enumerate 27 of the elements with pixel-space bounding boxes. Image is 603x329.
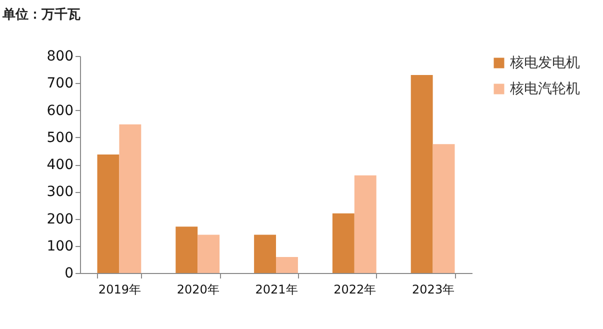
y-tick-label: 200 [46,211,74,228]
y-tick-label: 700 [46,76,74,92]
y-tick-label: 500 [46,130,74,146]
x-tick-label: 2023年 [412,282,455,296]
x-tick-label: 2020年 [176,282,220,296]
x-tick-label: 2019年 [98,282,141,296]
bar [198,234,220,273]
bar [354,175,376,273]
y-tick-label: 0 [64,266,74,282]
bar [276,256,298,273]
y-tick-label: 800 [46,48,74,64]
bar [254,234,276,273]
x-tick-label: 2021年 [255,282,298,296]
y-tick-label: 400 [46,157,74,173]
bar [119,124,142,273]
bar [97,154,120,273]
bar [410,74,433,273]
y-tick-label: 600 [46,102,74,119]
y-tick-label: 300 [46,184,74,200]
legend-label: 核电发电机 [509,55,580,71]
bar [432,144,455,273]
x-tick-label: 2022年 [334,282,376,296]
legend-label: 核电汽轮机 [509,81,580,97]
y-tick-label: 100 [46,238,74,254]
y-axis-title: 单位：万千瓦 [2,6,80,22]
bar [176,226,198,273]
bar [332,213,354,273]
